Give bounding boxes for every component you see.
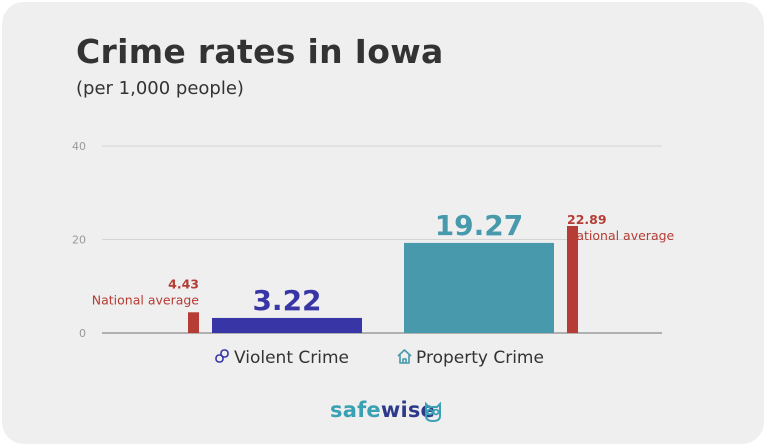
chart-title: Crime rates in Iowa: [76, 32, 444, 71]
national-average-label: National average: [567, 228, 675, 243]
national-average-bar: [188, 312, 199, 333]
data-label: 3.22: [252, 284, 321, 317]
owl-icon: [425, 401, 441, 423]
bar: [404, 242, 554, 333]
brand-text-safe: safe: [330, 398, 381, 422]
y-tick-label: 40: [72, 140, 86, 153]
category-label: Property Crime: [416, 348, 544, 368]
national-average-value: 22.89: [567, 212, 607, 227]
national-average-label: National average: [92, 292, 200, 307]
house-icon: [397, 349, 412, 364]
national-average-value: 4.43: [168, 276, 199, 291]
brand-logo: safewise: [330, 398, 435, 422]
y-tick-label: 0: [79, 327, 86, 340]
y-tick-label: 20: [72, 234, 86, 247]
national-average-bar: [567, 225, 578, 333]
link-icon: [215, 349, 229, 363]
category-label: Violent Crime: [234, 348, 349, 368]
chart-card: Crime rates in Iowa (per 1,000 people) 0…: [2, 2, 764, 444]
bar: [212, 317, 362, 333]
chart-subtitle: (per 1,000 people): [76, 78, 244, 99]
data-label: 19.27: [435, 209, 524, 242]
